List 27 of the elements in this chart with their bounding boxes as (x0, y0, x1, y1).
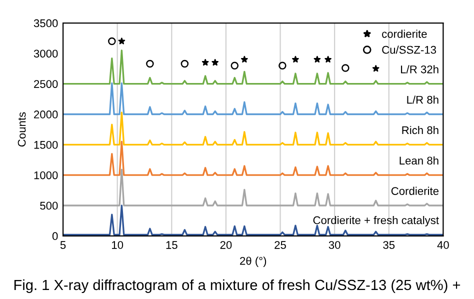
legend-label: cordierite (382, 30, 427, 38)
x-tick-label: 5 (60, 241, 66, 249)
x-tick-label: 20 (220, 241, 232, 249)
x-tick-label: 40 (437, 241, 449, 249)
y-tick-label: 2500 (34, 80, 58, 88)
x-tick-label: 30 (328, 241, 340, 249)
y-tick-label: 1000 (34, 171, 58, 180)
x-tick-label: 15 (166, 241, 178, 249)
caption: Fig. 1 X-ray diffractogram of a mixture of fresh Cu/SSZ-13 (25 wt%) + (14, 279, 460, 294)
y-axis-title: Counts (18, 112, 26, 147)
y-tick-label: 2000 (34, 110, 58, 118)
x-tick-label: 25 (274, 241, 286, 249)
series-label: Cordierite + fresh catalyst (313, 216, 439, 226)
x-tick-label: 35 (383, 241, 395, 249)
series-label: L/R 8h (407, 96, 438, 104)
series-label: Rich 8h (402, 126, 438, 134)
legend-label: Cu/SSZ-13 (382, 46, 436, 54)
y-tick-label: 1500 (34, 140, 58, 149)
y-tick-label: 500 (40, 202, 58, 210)
x-axis-title: 2θ (°) (240, 256, 266, 268)
y-tick-label: 0 (52, 232, 58, 240)
series-label: Cordierite (391, 186, 439, 195)
x-tick-label: 10 (112, 241, 124, 249)
series-label: L/R 32h (401, 65, 438, 74)
y-tick-label: 3500 (34, 19, 58, 28)
y-tick-label: 3000 (34, 50, 58, 58)
series-label: Lean 8h (400, 156, 438, 165)
